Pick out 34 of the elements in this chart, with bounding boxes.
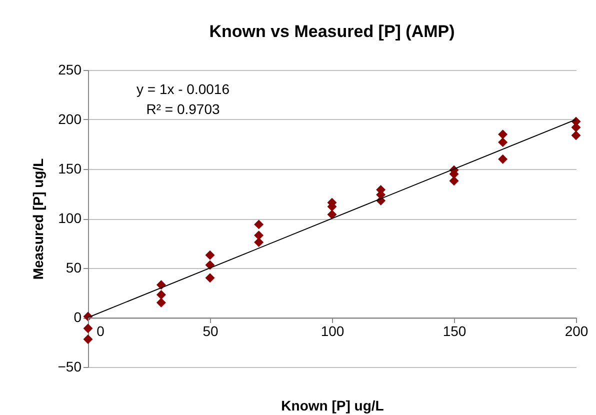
annotation: R² = 0.9703 bbox=[146, 101, 220, 117]
y-tick-label: −50 bbox=[58, 358, 82, 374]
point bbox=[498, 138, 508, 148]
x-axis-title: Known [P] ug/L bbox=[281, 398, 384, 414]
point bbox=[156, 280, 166, 290]
point bbox=[449, 176, 459, 186]
x-tick-label: 100 bbox=[320, 323, 344, 339]
point bbox=[327, 210, 337, 220]
point bbox=[254, 238, 264, 248]
y-axis-title: Measured [P] ug/L bbox=[30, 158, 46, 280]
annotation: y = 1x - 0.0016 bbox=[136, 81, 230, 97]
point bbox=[205, 273, 215, 283]
x-tick-label: 200 bbox=[564, 323, 588, 339]
point bbox=[205, 250, 215, 260]
y-tick-label: 0 bbox=[74, 309, 82, 325]
point bbox=[156, 290, 166, 300]
x-tick-label: 50 bbox=[202, 323, 218, 339]
point bbox=[156, 298, 166, 308]
point bbox=[571, 122, 581, 132]
point bbox=[498, 154, 508, 164]
y-tick-label: 50 bbox=[66, 260, 82, 276]
y-tick-label: 250 bbox=[58, 62, 82, 78]
y-tick-label: 100 bbox=[58, 210, 82, 226]
point bbox=[254, 220, 264, 230]
point bbox=[571, 130, 581, 140]
x-tick-label: 150 bbox=[442, 323, 466, 339]
point bbox=[83, 334, 93, 344]
point bbox=[83, 324, 93, 334]
y-tick-label: 150 bbox=[58, 160, 82, 176]
point bbox=[498, 130, 508, 140]
y-tick-label: 200 bbox=[58, 111, 82, 127]
chart-title: Known vs Measured [P] (AMP) bbox=[209, 22, 455, 41]
x-tick-label: 0 bbox=[96, 323, 105, 339]
point bbox=[254, 230, 264, 240]
